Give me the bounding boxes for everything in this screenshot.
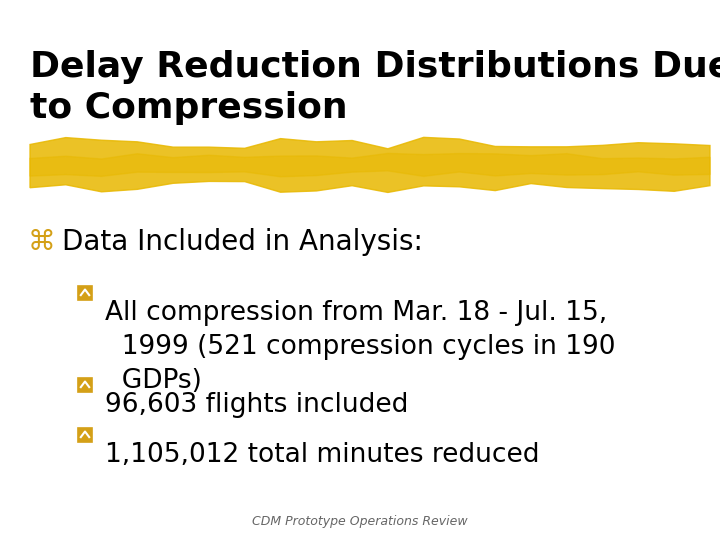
Text: Delay Reduction Distributions Due
to Compression: Delay Reduction Distributions Due to Com… [30, 50, 720, 125]
Text: 1,105,012 total minutes reduced: 1,105,012 total minutes reduced [105, 442, 539, 468]
Text: 96,603 flights included: 96,603 flights included [105, 392, 408, 418]
Text: ⌘: ⌘ [28, 228, 55, 256]
Text: All compression from Mar. 18 - Jul. 15,
  1999 (521 compression cycles in 190
  : All compression from Mar. 18 - Jul. 15, … [105, 300, 616, 394]
Bar [78, 428, 92, 442]
Bar [78, 286, 92, 300]
Text: CDM Prototype Operations Review: CDM Prototype Operations Review [252, 515, 468, 528]
Text: Data Included in Analysis:: Data Included in Analysis: [62, 228, 423, 256]
Polygon shape [30, 137, 710, 192]
Polygon shape [30, 153, 710, 177]
Bar [78, 378, 92, 392]
